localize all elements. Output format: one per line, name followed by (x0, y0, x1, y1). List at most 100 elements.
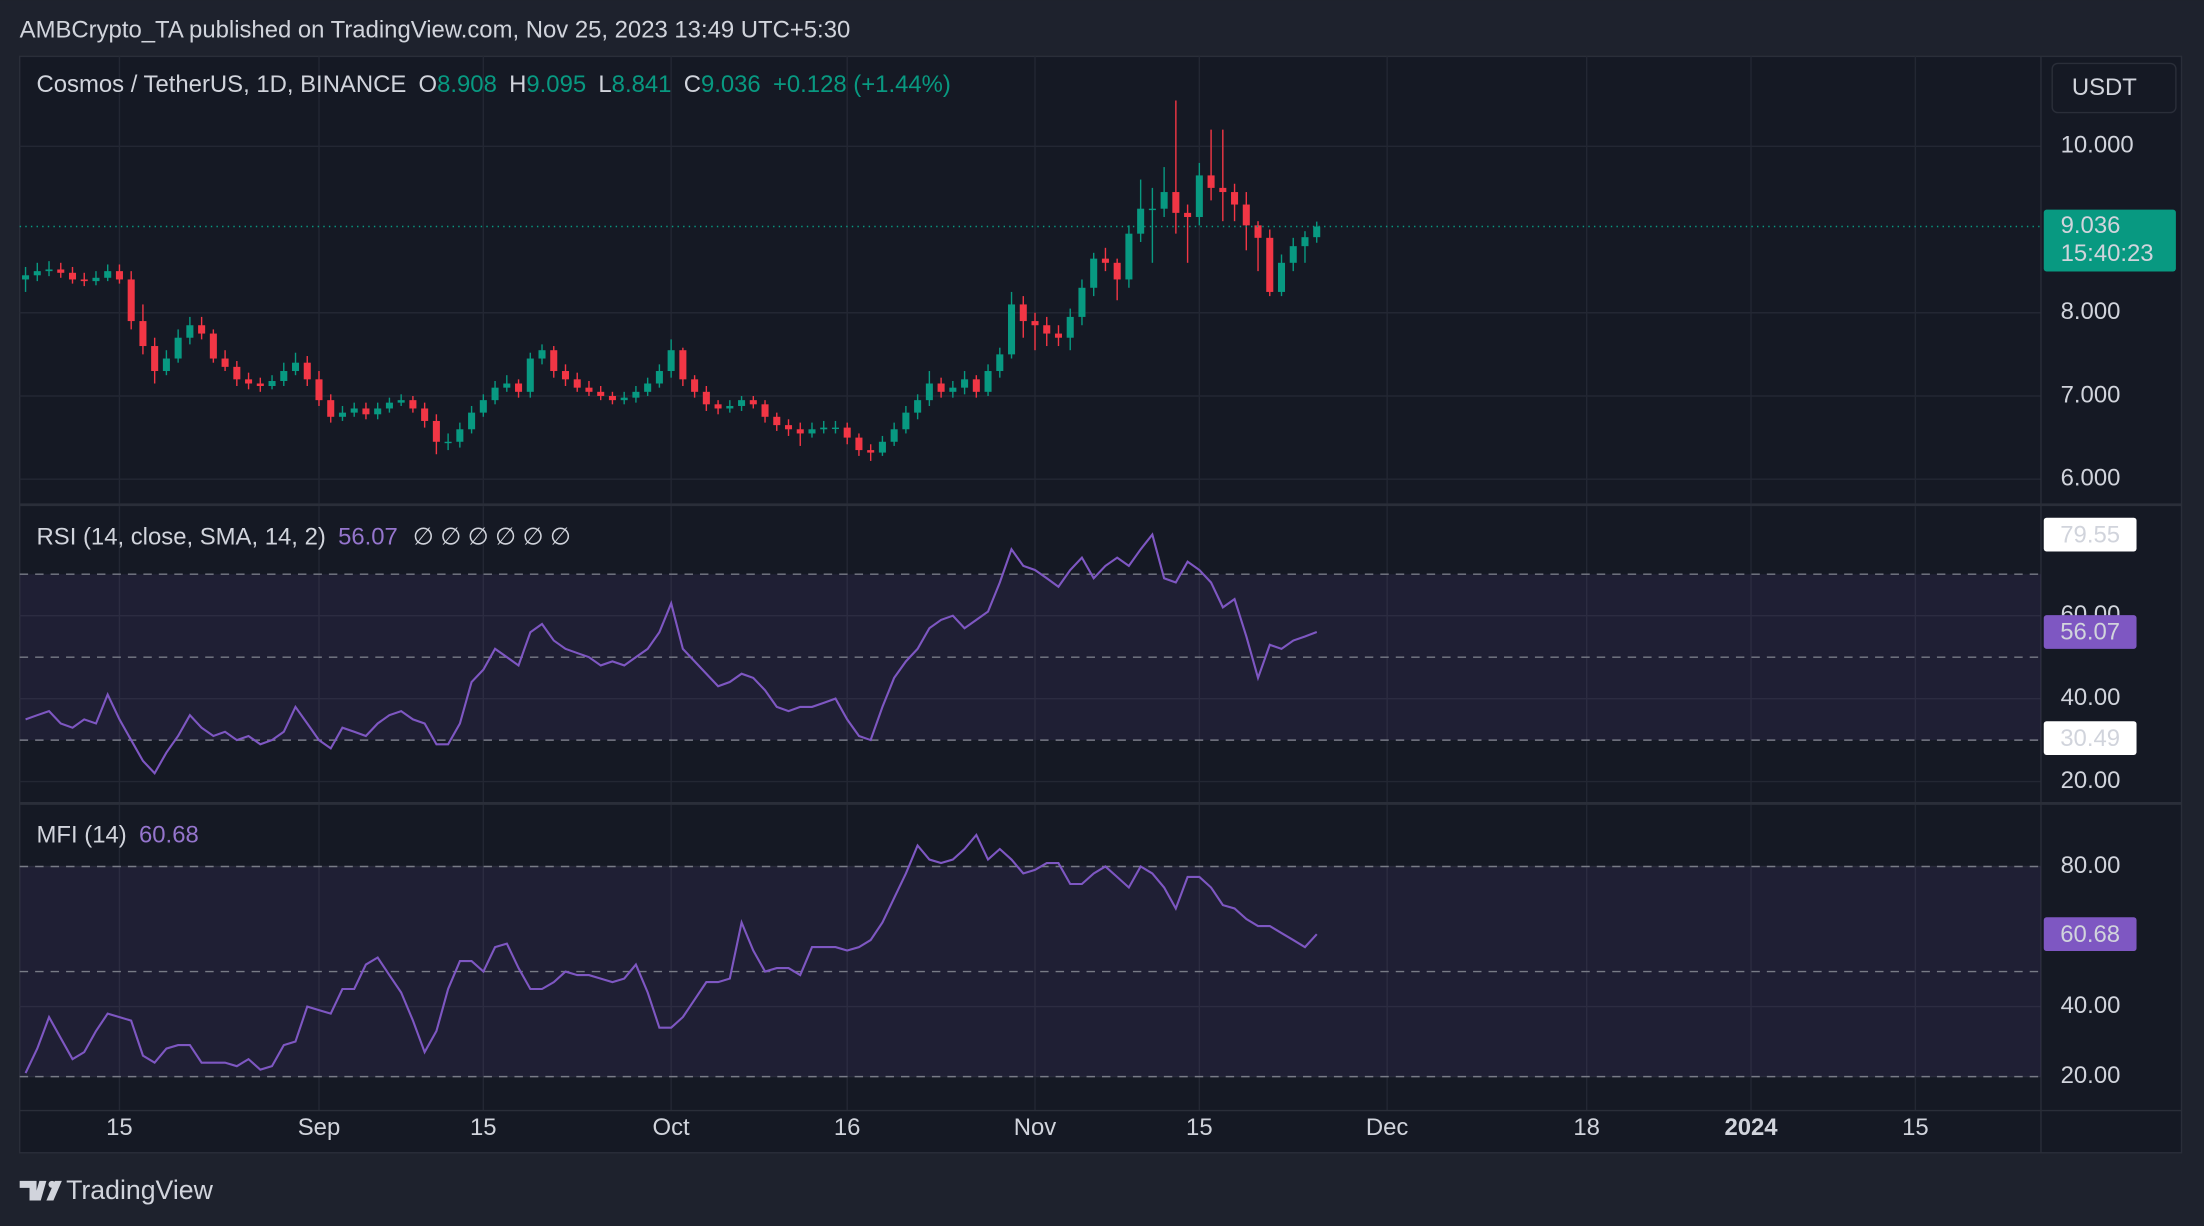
candle-body (151, 346, 159, 372)
candle-body (374, 408, 382, 415)
candle-body (726, 405, 734, 409)
candle-body (961, 379, 969, 388)
ohlc-label: C (684, 71, 701, 98)
candle-body (1090, 258, 1098, 288)
candle-body (479, 400, 487, 413)
candle-body (538, 350, 546, 359)
candle-body (761, 404, 769, 417)
candle-body (738, 400, 746, 406)
price-legend: Cosmos / TetherUS, 1D, BINANCE O8.908 H9… (37, 71, 951, 98)
candle-body (585, 387, 593, 392)
y-tick-label: 20.00 (2061, 1062, 2121, 1089)
last-price: 9.036 (2061, 212, 2121, 239)
rsi-value: 56.07 (338, 524, 398, 551)
candle-body (1043, 325, 1051, 334)
logo-mark (19, 1180, 47, 1201)
rsi-title: RSI (14, close, SMA, 14, 2) (37, 524, 326, 551)
candle-body (526, 358, 534, 392)
candle-body (749, 400, 757, 405)
candle-body (385, 402, 393, 409)
candle-body (867, 450, 875, 453)
currency-button[interactable] (2051, 62, 2177, 114)
indicator-line (25, 532, 1318, 775)
candle-body (820, 427, 828, 430)
candle-body (1008, 304, 1016, 355)
candle-body (256, 383, 264, 386)
currency[interactable]: USDT (2072, 74, 2137, 101)
candle-body (57, 269, 65, 273)
y-tick-label: 8.000 (2061, 298, 2121, 325)
candle-body (468, 412, 476, 430)
x-tick-label: Dec (1366, 1114, 1409, 1141)
candle-body (198, 325, 206, 334)
mfi-legend: MFI (14) 60.68 (37, 822, 199, 849)
x-tick-label: 2024 (1724, 1114, 1778, 1141)
ohlc-label: L (598, 71, 611, 98)
candle-body (632, 391, 640, 398)
current-value: 56.07 (2060, 619, 2120, 646)
brand[interactable]: TradingView (66, 1175, 214, 1205)
ohlc-label: O (419, 71, 438, 98)
candle-body (92, 277, 100, 282)
candle-body (784, 425, 793, 430)
y-tick-label: 40.00 (2061, 684, 2121, 711)
candle-body (890, 429, 898, 442)
candle-body (620, 397, 628, 401)
open-value: 8.908 (437, 71, 497, 98)
indicator-line (24, 833, 1318, 1074)
candle-body (667, 350, 675, 372)
candle-body (209, 333, 217, 359)
candle-body (573, 379, 581, 388)
x-tick-label: 16 (834, 1114, 861, 1141)
x-tick-label: 18 (1573, 1114, 1600, 1141)
candle-body (1277, 262, 1286, 292)
candle-body (597, 391, 605, 396)
candle-body (1242, 204, 1250, 226)
candle-body (45, 269, 53, 272)
candle-body (1207, 175, 1215, 188)
current-value-box (2043, 917, 2137, 952)
candle-body (843, 427, 851, 438)
candle-body (714, 404, 722, 409)
scale-label-box (2043, 721, 2137, 755)
candle-body (515, 383, 523, 392)
candle-body (831, 427, 839, 430)
candle-body (444, 441, 452, 444)
candle-body (327, 400, 335, 417)
last-price-box (2043, 209, 2176, 272)
x-tick-label: 15 (106, 1114, 133, 1141)
mfi-title: MFI (14) (37, 822, 127, 849)
candle-body (1195, 175, 1203, 218)
candle-body (303, 362, 311, 380)
current-value-box (2043, 615, 2137, 649)
candle-body (691, 379, 699, 392)
rsi-legend: RSI (14, close, SMA, 14, 2) 56.07 ∅ ∅ ∅ … (37, 524, 571, 551)
candle-body (1125, 233, 1133, 280)
candle-body (902, 412, 910, 430)
y-tick-label: 10.000 (2061, 132, 2134, 159)
candle-body (1066, 316, 1074, 338)
candle-body (644, 383, 652, 392)
candle-body (338, 412, 346, 417)
candle-body (1219, 187, 1227, 193)
x-tick-label: 15 (470, 1114, 497, 1141)
candle-body (949, 387, 957, 392)
scale-label-box (2043, 517, 2137, 552)
x-tick-label: 15 (1902, 1114, 1929, 1141)
candle-body (937, 383, 945, 392)
candle-body (1078, 287, 1086, 317)
candle-body (655, 371, 663, 384)
candle-body (1054, 333, 1063, 338)
candle-body (397, 400, 405, 403)
logo-mark (46, 1180, 62, 1201)
x-tick-label: Oct (653, 1114, 691, 1141)
candle-body (268, 381, 276, 386)
y-tick-label: 40.00 (2061, 992, 2121, 1019)
x-tick-label: Nov (1014, 1114, 1057, 1141)
candle-body (679, 350, 687, 380)
labels: 15 Sep 15 Oct 16 Nov 15 Dec 18 2024 15 9.03615:40:2… (106, 209, 2176, 1141)
candle-body (1301, 237, 1309, 247)
candle-body (127, 279, 135, 322)
